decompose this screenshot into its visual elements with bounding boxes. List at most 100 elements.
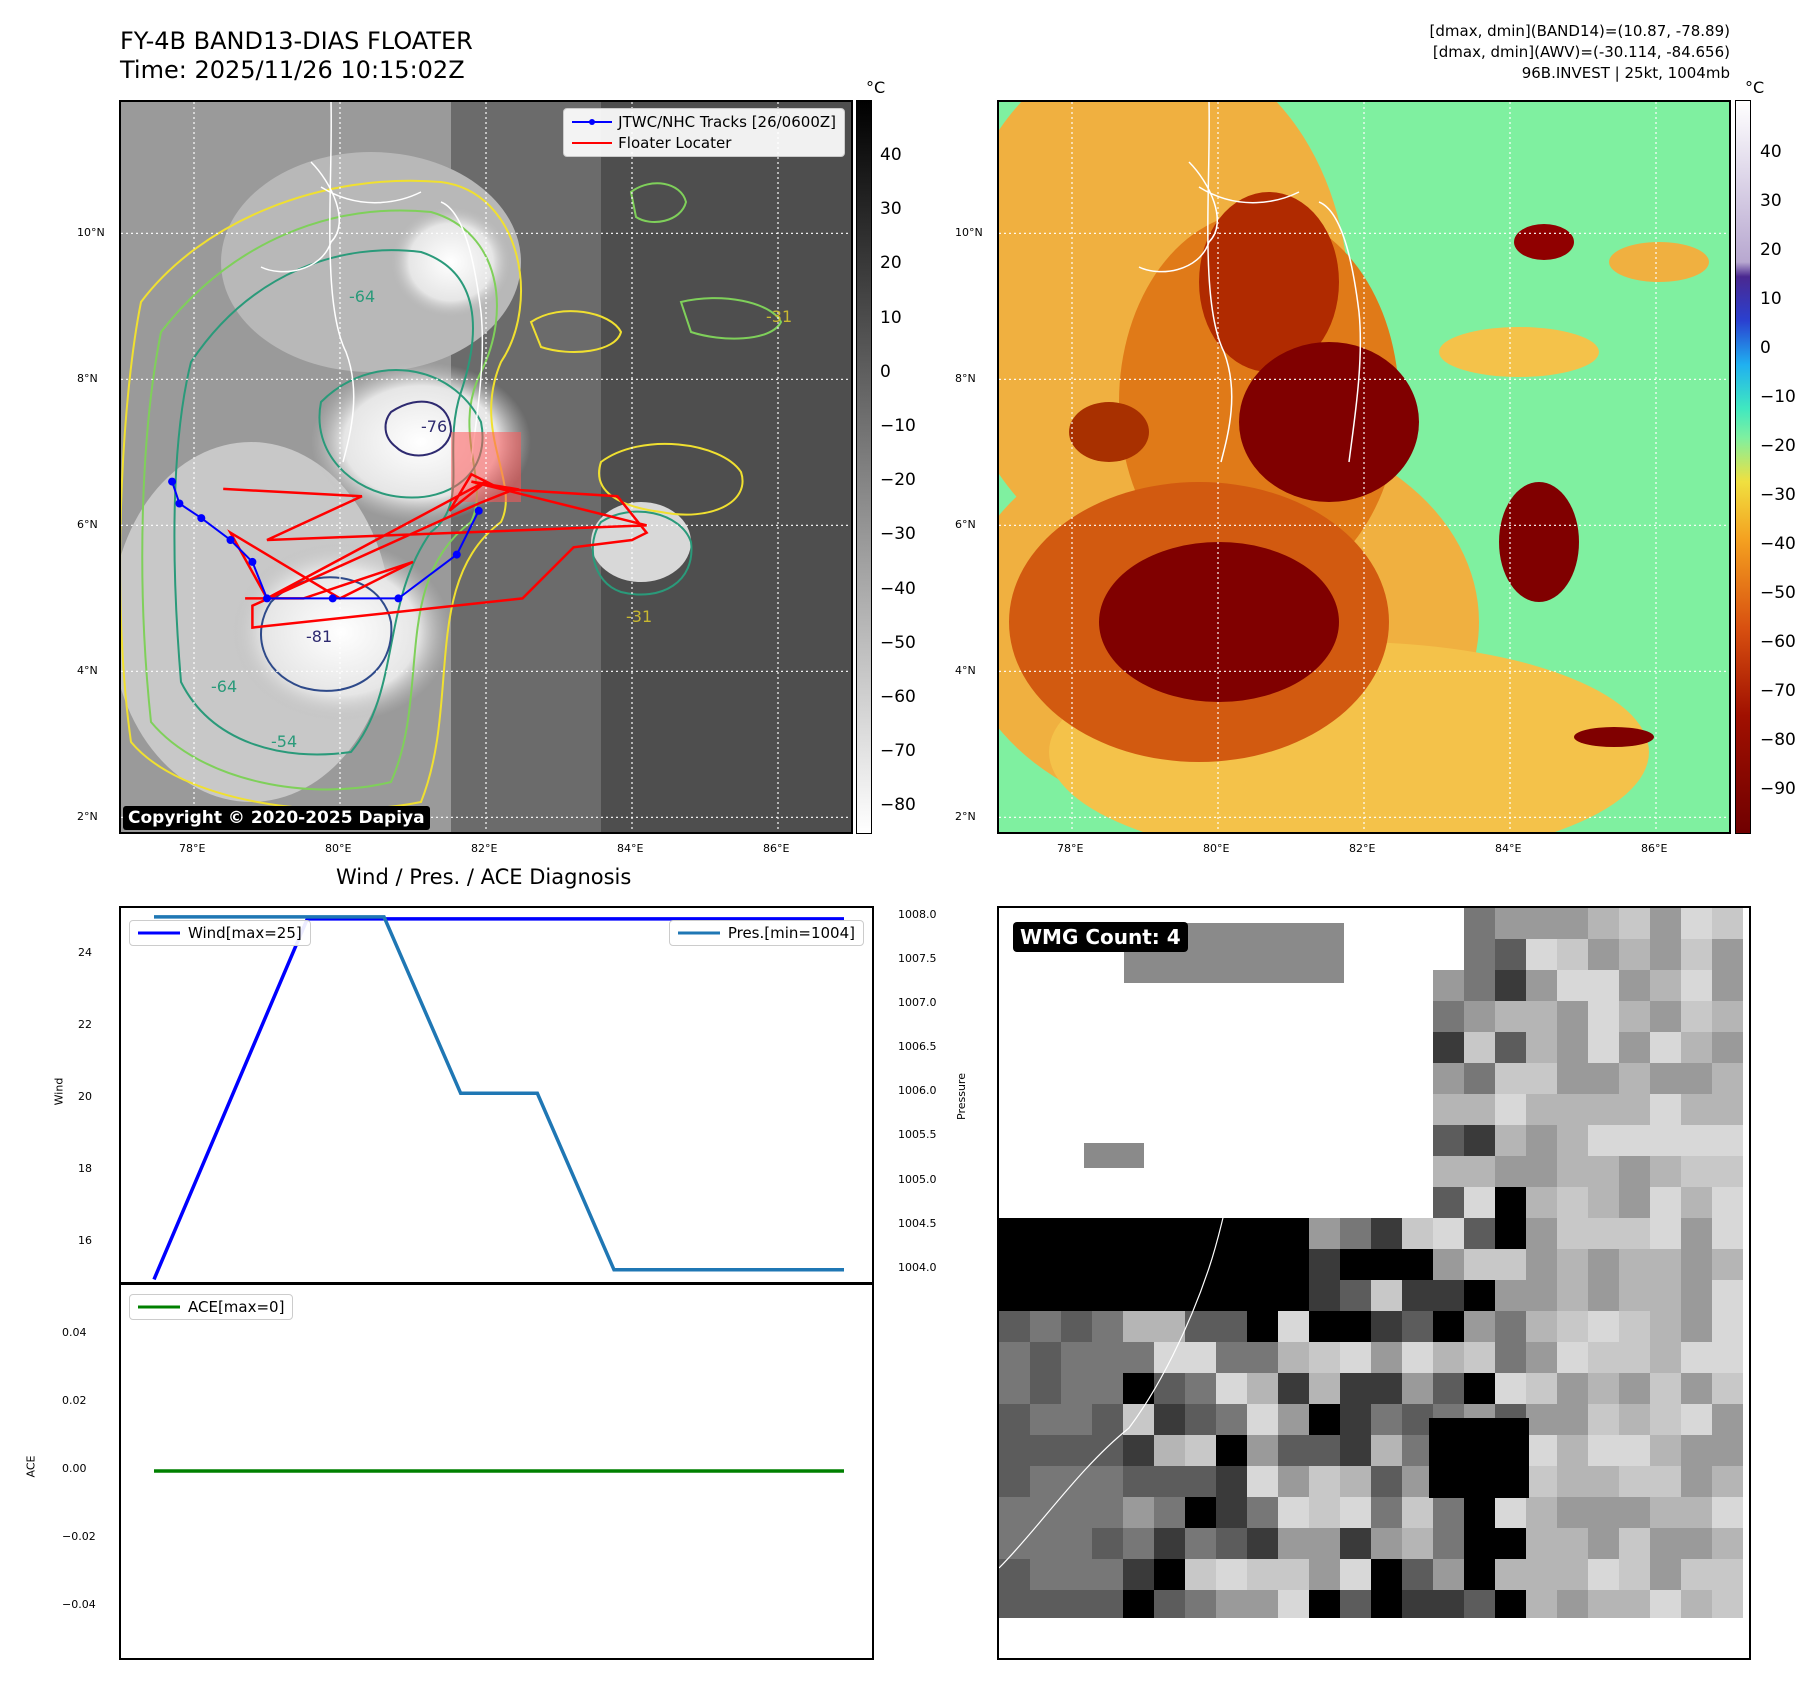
wmg-cell: [1030, 1435, 1061, 1466]
wmg-cell: [1123, 1435, 1154, 1466]
wmg-cell: [1092, 1466, 1123, 1497]
wmg-cell: [1650, 908, 1681, 939]
wmg-cell: [1712, 1559, 1743, 1590]
wmg-cell: [1278, 1528, 1309, 1559]
wmg-cell: [1681, 1094, 1712, 1125]
wmg-cell: [1061, 1311, 1092, 1342]
wmg-cell: [1495, 1187, 1526, 1218]
wmg-cell: [1433, 1001, 1464, 1032]
lon-tick-label: 80°E: [1203, 842, 1230, 855]
wmg-cell: [1588, 1342, 1619, 1373]
wmg-cell: [1619, 1001, 1650, 1032]
wmg-cell: [1371, 1311, 1402, 1342]
pres-legend-label: Pres.[min=1004]: [727, 924, 855, 942]
wmg-cell: [1588, 1590, 1619, 1621]
lon-tick-label: 84°E: [1495, 842, 1522, 855]
contour-label: -31: [626, 607, 652, 626]
wmg-cell: [1619, 1466, 1650, 1497]
info-storm: 96B.INVEST | 25kt, 1004mb: [1521, 64, 1730, 82]
wmg-cell: [1433, 1528, 1464, 1559]
wmg-cell: [1495, 1001, 1526, 1032]
wmg-cell: [1402, 1590, 1433, 1621]
wmg-cell: [1309, 1497, 1340, 1528]
wmg-cell: [1712, 1311, 1743, 1342]
wmg-cell: [1030, 1373, 1061, 1404]
wmg-cell: [1681, 970, 1712, 1001]
wmg-cell: [1030, 1404, 1061, 1435]
wmg-cell: [1433, 1187, 1464, 1218]
wmg-cell: [1619, 1063, 1650, 1094]
wmg-cell: [1681, 939, 1712, 970]
info-band14: [dmax, dmin](BAND14)=(10.87, -78.89): [1429, 22, 1730, 40]
wmg-cell: [1495, 939, 1526, 970]
wmg-cell: [1650, 1187, 1681, 1218]
wmg-cell: [1650, 1497, 1681, 1528]
wmg-cell: [999, 1528, 1030, 1559]
wmg-cell: [1712, 1404, 1743, 1435]
wmg-cell: [1495, 908, 1526, 939]
wmg-cell: [1588, 1094, 1619, 1125]
wmg-cell: [1123, 1373, 1154, 1404]
track-point: [328, 594, 337, 603]
wmg-cell: [1681, 1311, 1712, 1342]
wmg-cell: [1216, 1528, 1247, 1559]
chart-time: Time: 2025/11/26 10:15:02Z: [120, 56, 465, 84]
pressure-tick-label: 1007.5: [898, 951, 937, 965]
wmg-cell: [1247, 1435, 1278, 1466]
wmg-cell: [1061, 1559, 1092, 1590]
wmg-cell: [1185, 1280, 1216, 1311]
wmg-cell: [1061, 1342, 1092, 1373]
wmg-cell: [1092, 1590, 1123, 1621]
wmg-cell: [1433, 1590, 1464, 1621]
wmg-cell: [1402, 1311, 1433, 1342]
lat-tick-label: 10°N: [77, 226, 105, 240]
wmg-cell: [1309, 1590, 1340, 1621]
wmg-cell: [1092, 1280, 1123, 1311]
wmg-cell: [1185, 1249, 1216, 1280]
wmg-cell: [1433, 1125, 1464, 1156]
wmg-cell: [1061, 1218, 1092, 1249]
colorbar-tick: 10: [1760, 289, 1782, 309]
wmg-cell: [1092, 1559, 1123, 1590]
wmg-cell: [1123, 1342, 1154, 1373]
wmg-cell: [1712, 1249, 1743, 1280]
wmg-cell: [1650, 1218, 1681, 1249]
ace-panel: ACE[max=0]: [119, 1282, 874, 1660]
wmg-cell: [1247, 1404, 1278, 1435]
wmg-cell: [1681, 1063, 1712, 1094]
wmg-cell: [1340, 1342, 1371, 1373]
wmg-cell: [1278, 1342, 1309, 1373]
wmg-cell: [1588, 908, 1619, 939]
wmg-cell: [1278, 1466, 1309, 1497]
ir-map-panel: -64 -76 -81 -64 -54 -31 -31 JTWC/NHC Tra…: [119, 100, 853, 834]
wmg-cell: [1712, 1590, 1743, 1621]
lat-tick-label: 8°N: [77, 372, 98, 386]
wmg-cell: [1433, 1218, 1464, 1249]
ace-axis-label: ACE: [24, 1455, 38, 1478]
wmg-cell: [1588, 1373, 1619, 1404]
wmg-cell: [1712, 1342, 1743, 1373]
wmg-cell: [1557, 1280, 1588, 1311]
wmg-cell: [1526, 1280, 1557, 1311]
map-legend: JTWC/NHC Tracks [26/0600Z] Floater Locat…: [563, 108, 845, 157]
wmg-cell: [1340, 1497, 1371, 1528]
track-point: [474, 506, 483, 515]
wmg-cell: [1712, 1497, 1743, 1528]
wmg-cell: [1712, 1218, 1743, 1249]
wmg-cell: [1185, 1466, 1216, 1497]
wmg-cell: [1464, 908, 1495, 939]
wmg-cell: [1433, 1156, 1464, 1187]
wmg-cell: [1526, 1373, 1557, 1404]
wmg-cell: [1433, 1559, 1464, 1590]
wmg-cell: [1588, 1032, 1619, 1063]
wmg-cell: [1433, 970, 1464, 1001]
track-point: [226, 536, 235, 544]
ace-tick-label: 0.00: [62, 1462, 87, 1475]
wmg-cell: [999, 1559, 1030, 1590]
lat-tick-label: 4°N: [955, 664, 976, 678]
wmg-cell: [1526, 1528, 1557, 1559]
wmg-cell: [1557, 1528, 1588, 1559]
wmg-cell: [1619, 908, 1650, 939]
wmg-cell: [1681, 1435, 1712, 1466]
wmg-cell: [1030, 1559, 1061, 1590]
